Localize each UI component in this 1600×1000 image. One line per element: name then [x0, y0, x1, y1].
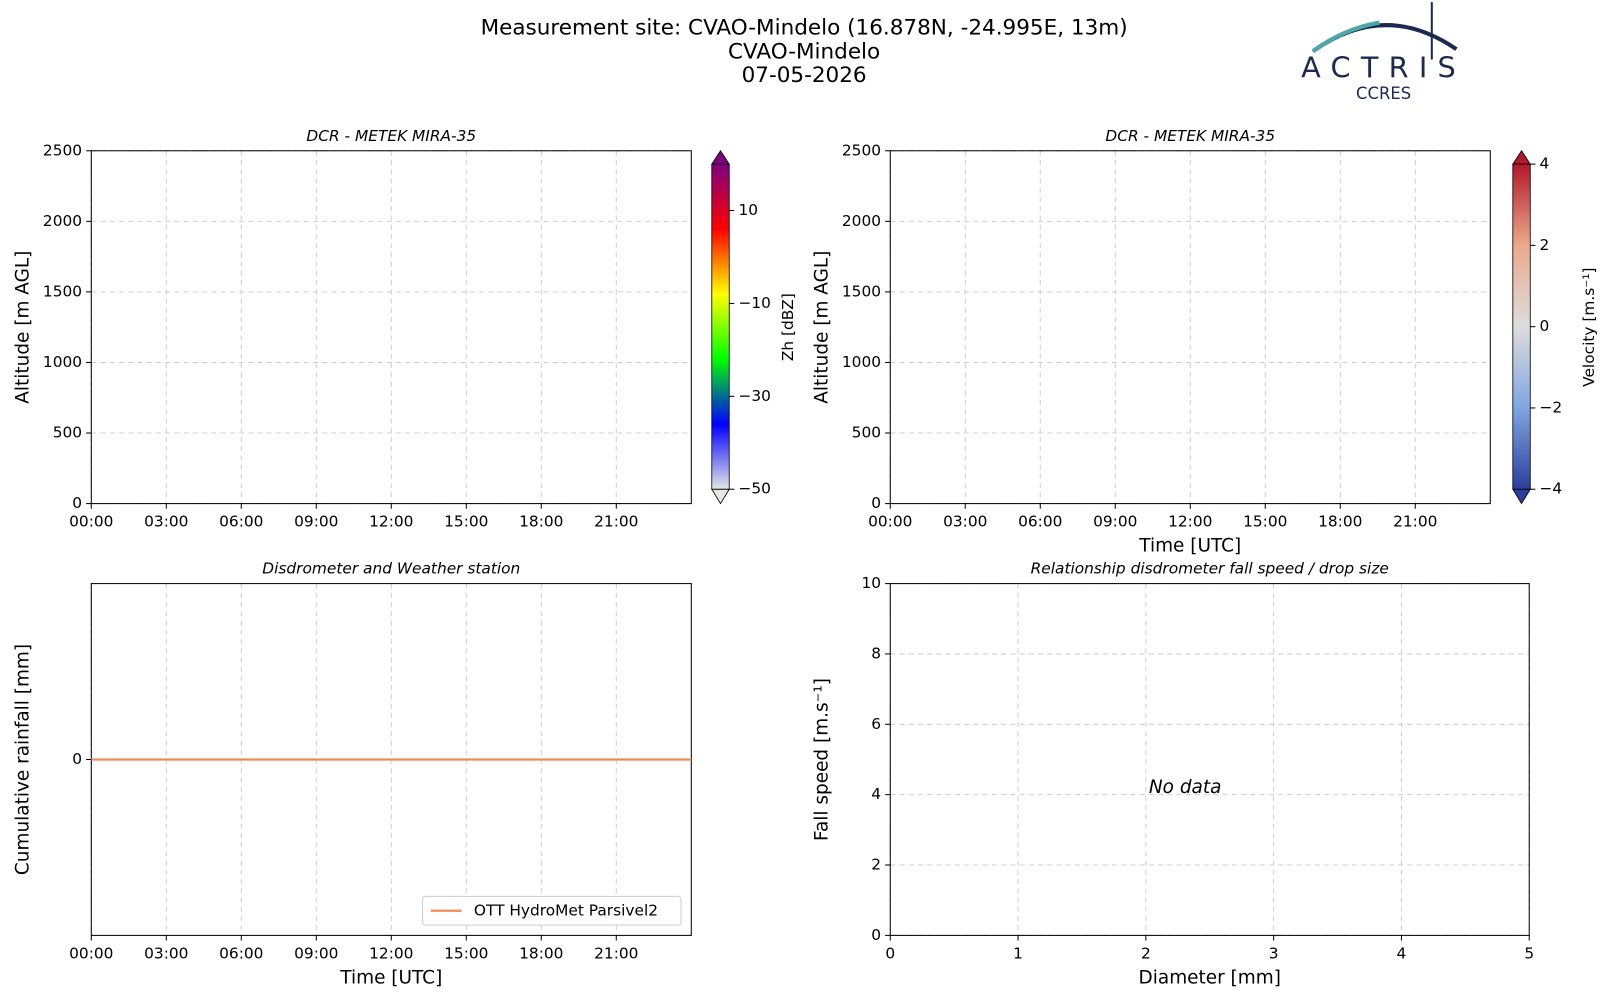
x-tick-label: 03:00: [144, 944, 188, 962]
colorbar-label: Zh [dBZ]: [779, 293, 797, 361]
x-tick-label: 03:00: [943, 513, 987, 531]
x-tick-label: 21:00: [1393, 513, 1437, 531]
y-axis-label: Cumulative rainfall [mm]: [13, 644, 34, 875]
y-tick-label: 2000: [43, 212, 82, 230]
x-tick-label: 09:00: [294, 513, 338, 531]
panel-title: Relationship disdrometer fall speed / dr…: [1031, 560, 1389, 578]
x-axis-label: Diameter [mm]: [1139, 967, 1281, 988]
y-axis-label: Altitude [m AGL]: [812, 251, 833, 404]
site-title: Measurement site: CVAO-Mindelo (16.878N,…: [481, 16, 1128, 41]
x-axis-label: Time [UTC]: [339, 967, 442, 988]
site-name: CVAO-Mindelo: [728, 39, 880, 64]
panel-title: Disdrometer and Weather station: [262, 560, 520, 578]
colorbar-extend-bottom: [1512, 488, 1531, 505]
y-tick-label: 0: [871, 926, 881, 944]
plot-frame: [889, 583, 1530, 936]
y-tick-label: 2: [871, 856, 881, 874]
y-axis-label: Fall speed [m.s⁻¹]: [812, 678, 833, 841]
x-tick-label: 09:00: [294, 944, 338, 962]
colorbar-extend-top: [1512, 150, 1532, 165]
y-tick-label: 0: [72, 750, 82, 768]
x-tick-label: 00:00: [868, 513, 912, 531]
y-tick-label: 10: [861, 574, 881, 592]
colorbar-tick-label: −2: [1539, 398, 1562, 416]
y-tick-label: 500: [852, 424, 881, 442]
x-tick-label: 15:00: [444, 513, 488, 531]
y-tick-label: 2000: [842, 212, 881, 230]
x-tick-label: 4: [1397, 944, 1407, 962]
x-tick-label: 18:00: [1318, 513, 1362, 531]
colorbar-tick-label: −10: [738, 294, 770, 312]
y-tick-label: 8: [871, 644, 881, 662]
y-tick-label: 1000: [842, 353, 881, 371]
legend-box: [422, 895, 682, 926]
colorbar-extend-top: [711, 150, 730, 165]
y-axis-label: Altitude [m AGL]: [13, 251, 34, 404]
y-tick-label: 1000: [43, 353, 82, 371]
y-tick-label: 500: [53, 424, 82, 442]
x-tick-label: 1: [1013, 944, 1023, 962]
plot-frame: [90, 150, 692, 505]
x-tick-label: 06:00: [1018, 513, 1062, 531]
y-tick-label: 1500: [43, 282, 82, 300]
x-tick-label: 12:00: [369, 513, 413, 531]
colorbar-tick-label: −50: [738, 480, 770, 498]
legend-label: OTT HydroMet Parsivel2: [474, 901, 658, 919]
colorbar-tick-label: 4: [1539, 155, 1549, 173]
panel-title: DCR - METEK MIRA-35: [1105, 127, 1275, 145]
y-tick-label: 0: [72, 494, 82, 512]
x-tick-label: 3: [1269, 944, 1279, 962]
logo-arc-accent: [1311, 20, 1380, 53]
x-tick-label: 09:00: [1093, 513, 1137, 531]
colorbar-tick-label: −30: [738, 387, 770, 405]
logo-subtext: CCRES: [1356, 84, 1411, 103]
colorbar-label: Velocity [m.s⁻¹]: [1580, 267, 1598, 386]
y-tick-label: 1500: [842, 282, 881, 300]
x-tick-label: 21:00: [594, 513, 638, 531]
y-tick-label: 2500: [43, 141, 82, 159]
logo-text: ACTRIS: [1301, 51, 1466, 85]
panel-title: DCR - METEK MIRA-35: [306, 127, 476, 145]
colorbar-extend-bottom: [711, 488, 730, 505]
x-tick-label: 06:00: [219, 513, 263, 531]
x-tick-label: 2: [1141, 944, 1151, 962]
colorbar-tick-label: 2: [1539, 236, 1549, 254]
y-tick-label: 4: [871, 785, 881, 803]
y-tick-label: 6: [871, 715, 881, 733]
x-tick-label: 12:00: [369, 944, 413, 962]
annotation: No data: [1149, 777, 1222, 798]
y-tick-label: 0: [871, 494, 881, 512]
colorbar-tick-label: −4: [1539, 480, 1562, 498]
x-tick-label: 21:00: [594, 944, 638, 962]
colorbar: [711, 164, 730, 490]
x-axis-label: Time [UTC]: [1138, 536, 1241, 557]
colorbar-tick-label: 0: [1539, 317, 1549, 335]
date: 07-05-2026: [742, 63, 867, 88]
x-tick-label: 18:00: [519, 513, 563, 531]
x-tick-label: 00:00: [69, 944, 113, 962]
x-tick-label: 03:00: [144, 513, 188, 531]
colorbar-frame: [711, 163, 730, 490]
plot-frame: [889, 150, 1491, 505]
x-tick-label: 06:00: [219, 944, 263, 962]
colorbar: [1512, 164, 1531, 490]
x-tick-label: 15:00: [1243, 513, 1287, 531]
colorbar-tick-label: 10: [738, 201, 758, 219]
x-tick-label: 12:00: [1168, 513, 1212, 531]
logo: ACTRIS CCRES: [1301, 2, 1466, 103]
y-tick-label: 2500: [842, 141, 881, 159]
x-tick-label: 0: [885, 944, 895, 962]
x-tick-label: 00:00: [69, 513, 113, 531]
x-tick-label: 15:00: [444, 944, 488, 962]
x-tick-label: 5: [1524, 944, 1534, 962]
x-tick-label: 18:00: [519, 944, 563, 962]
